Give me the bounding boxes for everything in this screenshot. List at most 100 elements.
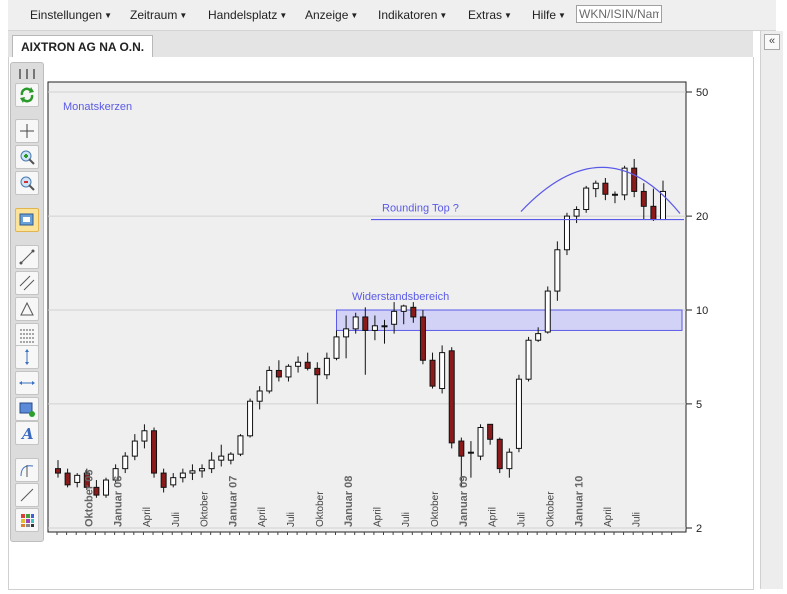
- drawing-toolbar: A: [10, 62, 44, 542]
- arc-tool-icon[interactable]: [15, 458, 39, 482]
- candle-body: [400, 305, 407, 312]
- candle-body: [237, 435, 244, 455]
- menu-label: Anzeige: [305, 8, 349, 22]
- candle-body: [179, 472, 186, 479]
- crosshair-icon[interactable]: [15, 119, 39, 143]
- candle: [640, 183, 647, 220]
- rectangle-tool-icon[interactable]: [15, 397, 39, 421]
- text-tool-icon[interactable]: A: [15, 421, 39, 445]
- menu-label: Einstellungen: [30, 8, 103, 22]
- candle-body: [64, 472, 71, 486]
- candle: [112, 464, 119, 483]
- candle: [573, 206, 580, 224]
- tab-strip: AIXTRON AG NA O.N.: [8, 31, 753, 58]
- search-input[interactable]: [576, 5, 662, 23]
- menu-handelsplatz[interactable]: Handelsplatz ▼: [208, 8, 287, 22]
- candle-body: [122, 455, 129, 470]
- candle-body: [314, 367, 321, 376]
- side-panel-collapsed: «: [760, 31, 783, 589]
- candle: [429, 352, 436, 389]
- candle-body: [199, 468, 206, 472]
- x-tick-label: Juli: [632, 512, 643, 527]
- chevron-down-icon: ▼: [179, 11, 188, 20]
- fibonacci-icon[interactable]: [15, 323, 39, 347]
- menu-zeitraum[interactable]: Zeitraum ▼: [130, 8, 187, 22]
- candle-body: [563, 215, 570, 251]
- candle: [506, 448, 513, 478]
- refresh-icon[interactable]: [15, 83, 39, 107]
- menu-anzeige[interactable]: Anzeige ▼: [305, 8, 358, 22]
- x-tick-label: April: [488, 507, 499, 527]
- candle-body: [631, 167, 638, 192]
- candle: [218, 444, 225, 467]
- candle: [343, 315, 350, 359]
- candle-body: [103, 479, 110, 496]
- x-tick-label: Januar 10: [573, 476, 585, 527]
- horizontal-line-icon[interactable]: [15, 371, 39, 395]
- color-palette-icon[interactable]: [15, 508, 39, 532]
- candle-body: [352, 316, 359, 330]
- y-tick-label: 5: [696, 399, 702, 411]
- zoom-in-icon[interactable]: [15, 145, 39, 169]
- candle-body: [83, 472, 90, 488]
- x-tick-label: Oktober 05: [84, 470, 96, 527]
- candle-body: [285, 365, 292, 378]
- plot-area: [47, 81, 687, 533]
- candle-body: [640, 190, 647, 207]
- candlestick-chart[interactable]: 2 5 10 20 50 Oktober 05 Januar 06 April Juli Okt…: [46, 80, 740, 536]
- x-tick-label: April: [257, 507, 268, 527]
- tab-instrument[interactable]: AIXTRON AG NA O.N.: [12, 35, 154, 58]
- candle-body: [448, 350, 455, 444]
- vertical-line-icon[interactable]: [15, 345, 39, 369]
- menu-extras[interactable]: Extras ▼: [468, 8, 512, 22]
- candle: [535, 327, 542, 342]
- x-tick-label: Januar 06: [112, 476, 124, 527]
- drag-handle-icon[interactable]: [17, 67, 37, 79]
- chevron-down-icon: ▼: [558, 11, 566, 20]
- candle-body: [573, 209, 580, 217]
- candle: [266, 366, 273, 394]
- candle-body: [295, 361, 302, 367]
- candle-body: [74, 474, 81, 483]
- candle: [391, 302, 398, 334]
- line-tool-icon[interactable]: [15, 245, 39, 269]
- candle: [237, 434, 244, 457]
- candle: [631, 158, 638, 198]
- candle: [122, 452, 129, 474]
- menu-einstellungen[interactable]: Einstellungen ▼: [30, 8, 112, 22]
- chevron-down-icon: ▼: [350, 11, 359, 20]
- candle-body: [266, 369, 273, 392]
- candle-body: [544, 290, 551, 333]
- x-tick-label: Oktober: [545, 491, 556, 527]
- collapse-icon[interactable]: «: [764, 34, 780, 50]
- parallel-line-icon[interactable]: [15, 271, 39, 295]
- triangle-tool-icon[interactable]: [15, 297, 39, 321]
- candle: [352, 312, 359, 334]
- candle-body: [391, 310, 398, 325]
- chart-type-icon[interactable]: [15, 208, 39, 232]
- candle: [170, 473, 177, 488]
- menu-label: Handelsplatz: [208, 8, 278, 22]
- menu-hilfe[interactable]: Hilfe ▼: [532, 8, 566, 22]
- candle: [381, 319, 388, 344]
- chevron-down-icon: ▼: [104, 11, 112, 20]
- menu-indikatoren[interactable]: Indikatoren ▼: [378, 8, 447, 22]
- candle: [314, 362, 321, 404]
- annotation-label: Rounding Top ?: [382, 203, 459, 215]
- candle: [83, 468, 90, 490]
- candle-body: [371, 325, 378, 331]
- candle: [525, 336, 532, 382]
- x-tick-label: Oktober: [315, 491, 326, 527]
- candle-body: [343, 328, 350, 338]
- chevron-down-icon: ▼: [279, 11, 288, 20]
- candle: [141, 424, 148, 449]
- candle-body: [487, 423, 494, 440]
- trendline-icon[interactable]: [15, 483, 39, 507]
- candle-body: [362, 316, 369, 331]
- candle: [544, 286, 551, 334]
- x-tick-label: April: [603, 507, 614, 527]
- candle-body: [170, 477, 177, 486]
- candle-body: [151, 430, 158, 474]
- zoom-out-icon[interactable]: [15, 171, 39, 195]
- candle: [55, 460, 61, 478]
